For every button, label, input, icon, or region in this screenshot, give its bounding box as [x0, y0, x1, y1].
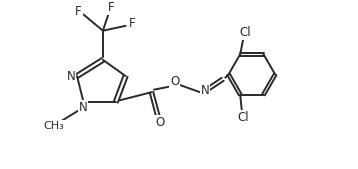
Text: N: N: [78, 101, 87, 114]
Text: O: O: [170, 75, 179, 88]
Text: Cl: Cl: [238, 111, 249, 124]
Text: CH₃: CH₃: [43, 121, 64, 131]
Text: F: F: [75, 5, 82, 18]
Text: F: F: [108, 1, 114, 14]
Text: N: N: [67, 69, 76, 82]
Text: O: O: [155, 116, 164, 129]
Text: Cl: Cl: [239, 26, 251, 39]
Text: F: F: [129, 17, 135, 30]
Text: N: N: [200, 84, 209, 97]
